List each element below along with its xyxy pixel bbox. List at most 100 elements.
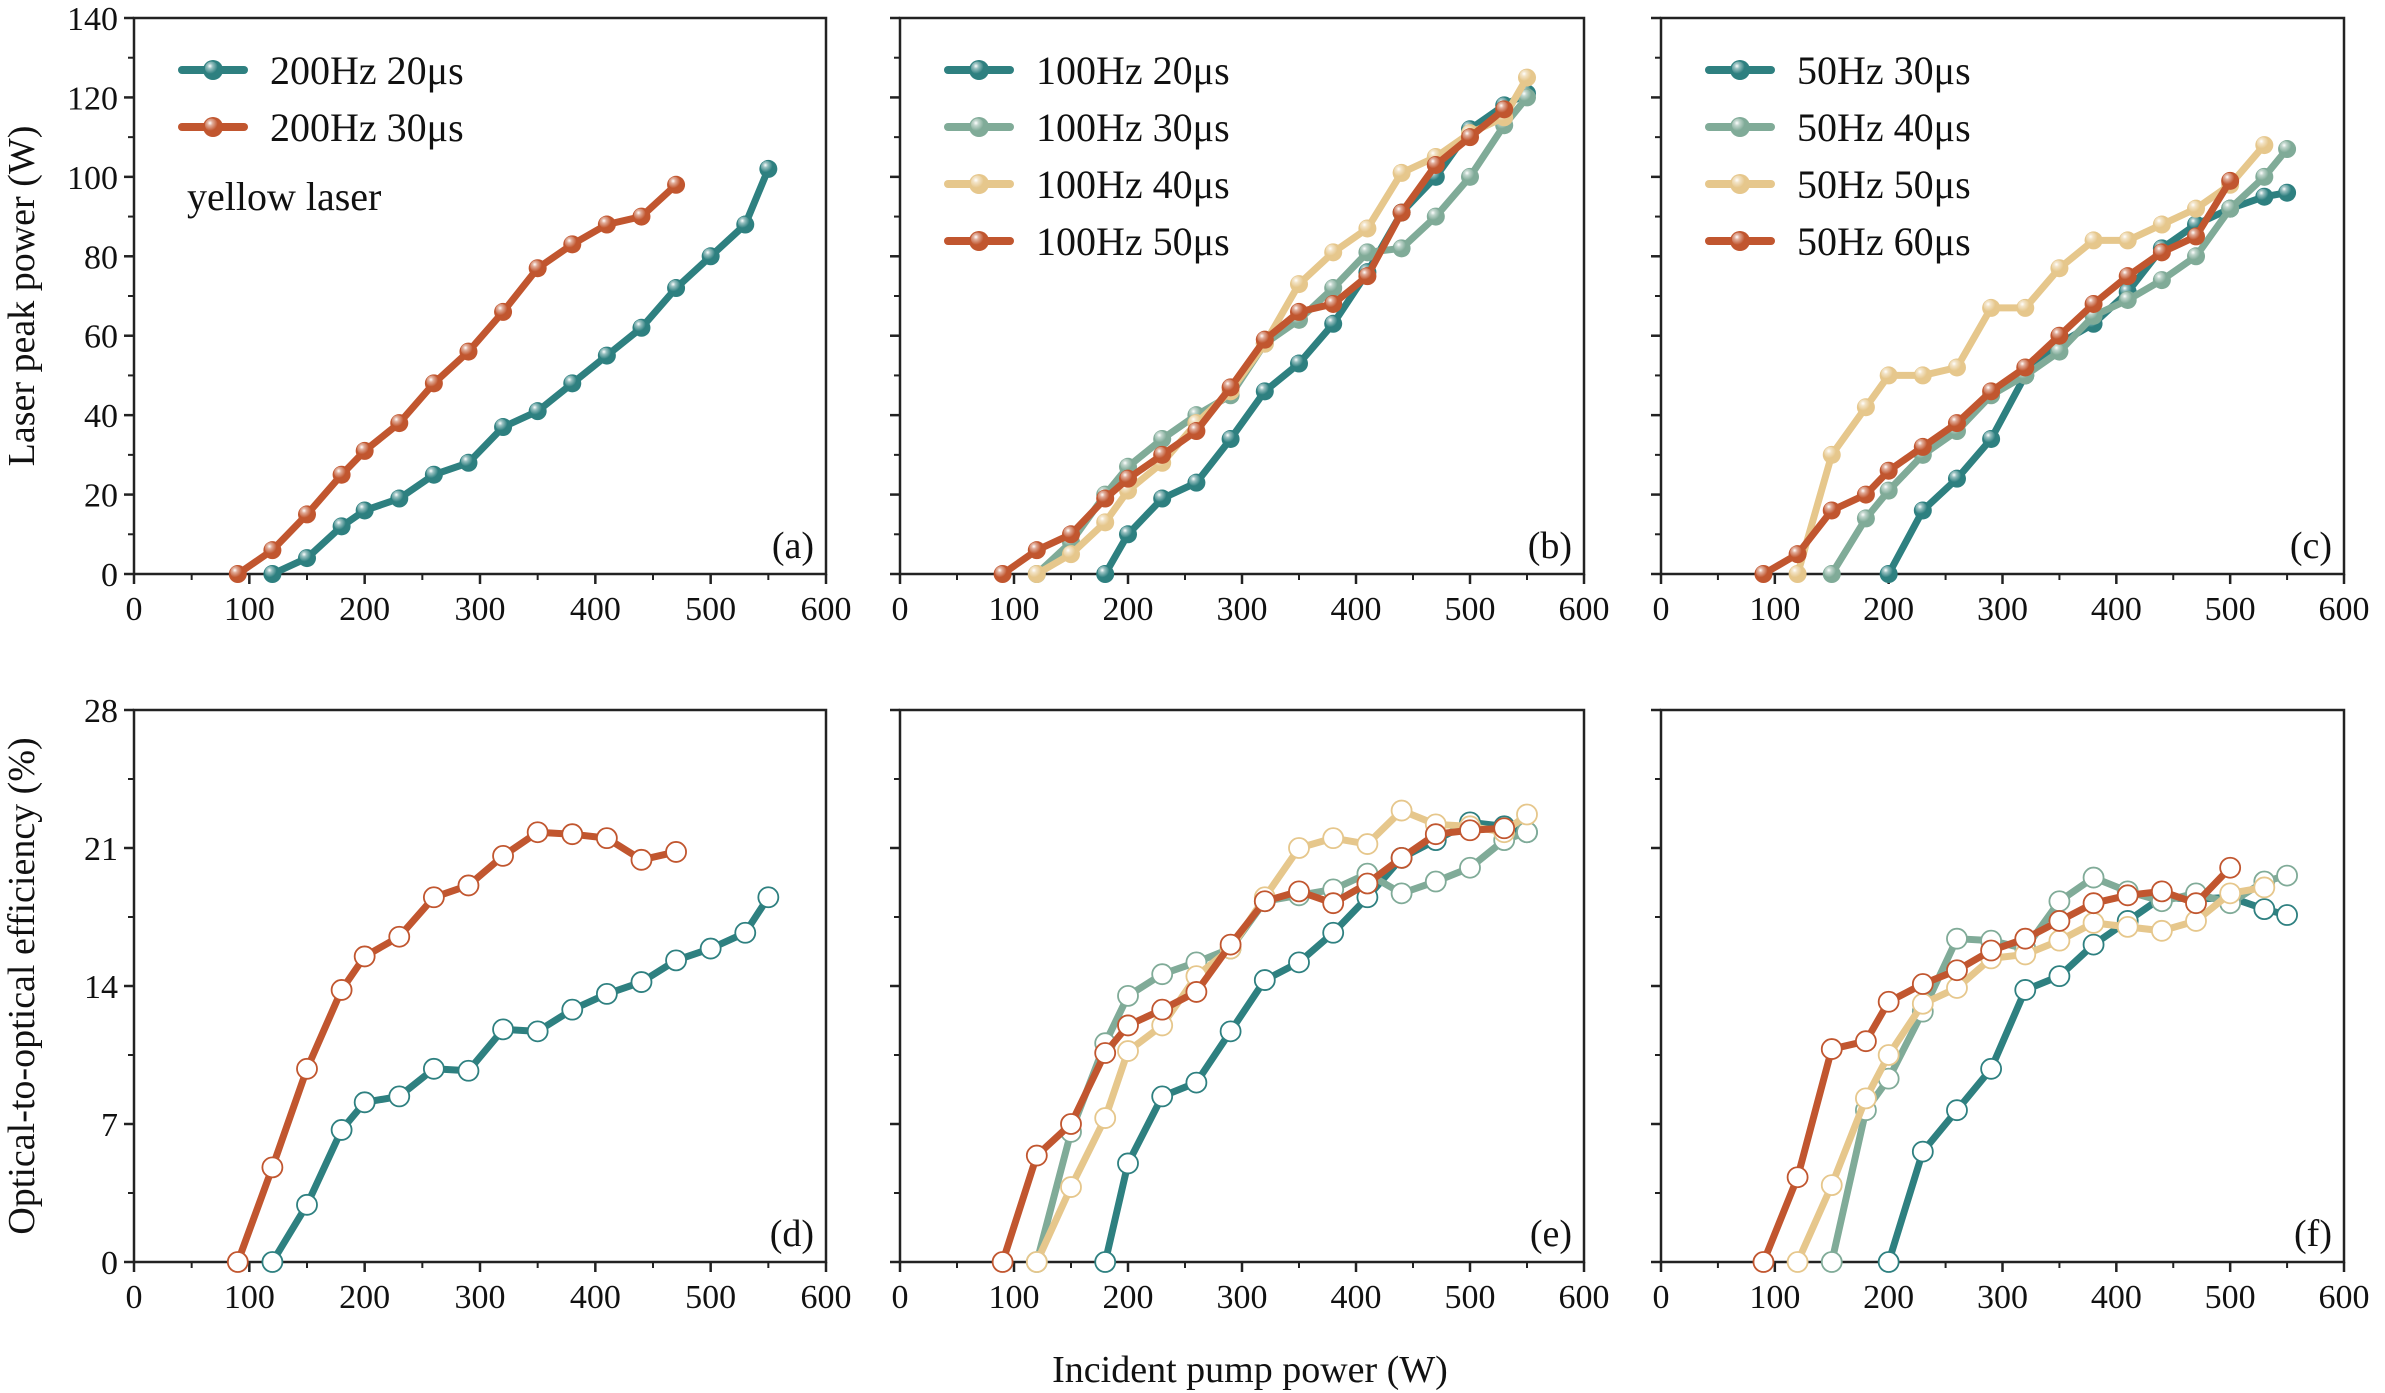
data-point-highlight <box>1858 399 1871 412</box>
data-point <box>2116 915 2139 938</box>
data-point-highlight <box>1824 502 1837 515</box>
legend-marker-highlight <box>971 61 984 75</box>
data-point <box>1877 990 1900 1013</box>
data-point-highlight <box>1462 129 1475 142</box>
data-point-highlight <box>1915 438 1928 451</box>
data-point-highlight <box>1325 280 1338 293</box>
plot-frame <box>1659 708 2346 1264</box>
data-point <box>1151 1085 1174 1108</box>
data-point-highlight <box>357 442 370 455</box>
data-point-highlight <box>1223 379 1236 392</box>
data-point <box>1288 951 1310 974</box>
data-point-highlight <box>334 518 347 531</box>
x-tick-label: 200 <box>339 1279 390 1316</box>
data-point <box>330 1119 353 1141</box>
series-1 <box>226 821 687 1273</box>
data-point-highlight <box>1949 415 1962 428</box>
x-tick-label: 600 <box>801 1279 852 1316</box>
series-1 <box>228 175 686 583</box>
x-tick-label: 300 <box>1977 591 2028 628</box>
data-point-highlight <box>2222 200 2235 213</box>
data-point <box>1877 1044 1900 1066</box>
data-point <box>1219 1020 1242 1043</box>
data-point-highlight <box>2086 232 2099 245</box>
data-point-highlight <box>703 248 716 261</box>
annotation: yellow laser <box>187 174 381 219</box>
data-point <box>1253 969 1276 991</box>
data-point-highlight <box>1120 470 1133 483</box>
legend-label: 50Hz 50μs <box>1797 162 1971 207</box>
data-point-highlight <box>2154 216 2167 229</box>
data-point <box>1185 981 1208 1003</box>
x-axis-label: Incident pump power (W) <box>1052 1349 1448 1391</box>
legend-marker-highlight <box>971 232 984 246</box>
x-tick-label: 100 <box>989 1279 1040 1316</box>
x-tick-label: 500 <box>2205 1279 2256 1316</box>
data-point <box>2048 965 2071 988</box>
x-tick-label: 500 <box>2205 591 2256 628</box>
data-point-highlight <box>2279 141 2292 154</box>
data-point-highlight <box>995 566 1008 578</box>
y-tick-label: 28 <box>84 693 118 730</box>
legend-marker-highlight <box>1732 61 1745 75</box>
data-point-highlight <box>1983 383 1996 396</box>
x-tick-label: 0 <box>892 591 909 628</box>
data-point-highlight <box>2051 343 2064 356</box>
data-point-highlight <box>1755 566 1768 578</box>
legend: 50Hz 30μs 50Hz 40μs 50Hz 50μs 50Hz 60μs <box>1705 48 1971 264</box>
data-point-highlight <box>2017 299 2030 312</box>
x-tick-label: 500 <box>685 1279 736 1316</box>
data-point <box>1253 890 1276 913</box>
data-point-highlight <box>599 216 612 229</box>
x-tick-label: 300 <box>455 1279 506 1316</box>
data-point <box>1877 1251 1900 1273</box>
data-point <box>1980 939 2003 962</box>
x-tick-label: 300 <box>1217 591 1268 628</box>
data-point-highlight <box>426 466 439 479</box>
data-point-highlight <box>2188 216 2201 229</box>
data-point-highlight <box>1881 367 1894 380</box>
series-line <box>1000 106 1507 577</box>
data-point <box>1390 799 1413 822</box>
data-point-highlight <box>391 415 404 428</box>
data-point-highlight <box>1291 276 1304 289</box>
data-point <box>1911 1140 1934 1163</box>
data-point <box>1060 1113 1082 1135</box>
data-point <box>1094 1251 1117 1273</box>
series-3 <box>993 100 1514 583</box>
legend-label: 100Hz 30μs <box>1036 105 1230 150</box>
x-tick-label: 600 <box>2319 591 2370 628</box>
data-point <box>1117 1040 1139 1062</box>
data-point-highlight <box>1790 546 1803 559</box>
data-point <box>2276 904 2298 926</box>
data-point <box>1820 1038 1843 1060</box>
data-point <box>2048 910 2071 932</box>
data-point <box>1946 959 1968 982</box>
data-point <box>1322 921 1345 944</box>
x-tick-label: 500 <box>1445 591 1496 628</box>
data-point <box>1322 827 1345 850</box>
data-point <box>2150 880 2173 903</box>
x-tick-label: 100 <box>224 1279 275 1316</box>
data-point <box>561 823 584 846</box>
data-point-highlight <box>1359 268 1372 281</box>
data-point-highlight <box>1120 458 1133 471</box>
data-point-highlight <box>357 502 370 515</box>
data-point <box>665 949 687 972</box>
data-point <box>261 1156 284 1179</box>
panel-label: (a) <box>772 525 814 567</box>
data-point <box>353 945 376 968</box>
data-point <box>2082 866 2105 889</box>
data-point-highlight <box>1029 566 1042 578</box>
data-point <box>665 841 687 863</box>
data-point <box>296 1193 318 1216</box>
data-point-highlight <box>2256 188 2269 201</box>
data-point-highlight <box>2188 248 2201 261</box>
series-line <box>1101 818 1528 1263</box>
series-line <box>269 895 772 1264</box>
legend-label: 100Hz 40μs <box>1036 162 1230 207</box>
data-point-highlight <box>1359 220 1372 233</box>
x-tick-label: 300 <box>455 591 506 628</box>
legend-marker-highlight <box>1732 232 1745 246</box>
data-point <box>2276 864 2298 887</box>
